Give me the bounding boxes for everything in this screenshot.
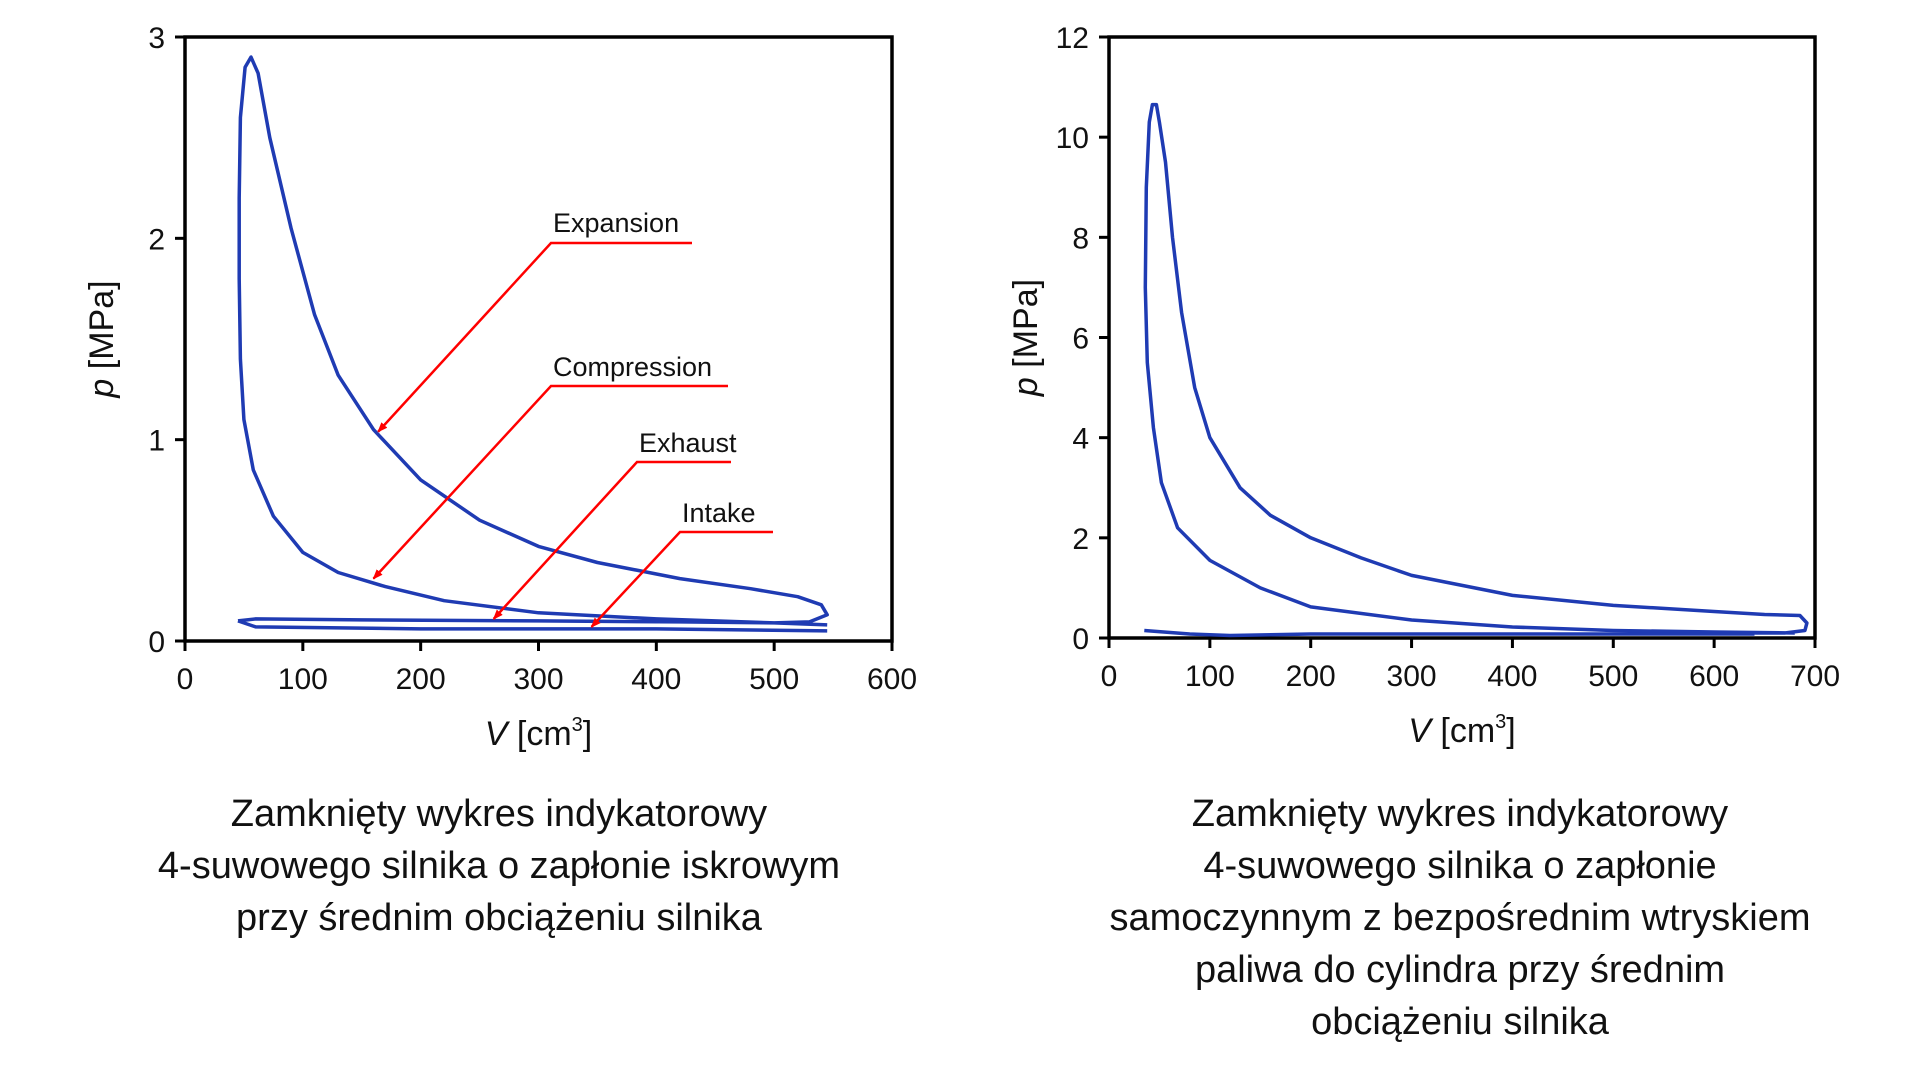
x-label-symbol: V	[485, 715, 511, 753]
pv-cycle-curve	[237, 55, 829, 627]
caption-line: obciążeniu silnika	[1311, 1001, 1609, 1043]
intake-stroke-curve	[1144, 628, 1755, 638]
annotation-label: Intake	[682, 498, 756, 528]
intake-stroke-curve	[237, 619, 828, 633]
caption-line: przy średnim obciążeniu silnika	[236, 897, 762, 939]
annotation-arrow	[378, 241, 692, 432]
x-label-unit: [cm	[1431, 712, 1495, 750]
x-tick-label: 200	[1286, 660, 1336, 693]
y-tick-label: 10	[1056, 122, 1089, 155]
x-tick-label: 100	[1185, 660, 1235, 693]
x-label-bracket: ]	[1506, 712, 1515, 750]
y-label-unit: [MPa]	[1007, 279, 1045, 377]
x-label-superscript: 3	[572, 714, 583, 736]
x-label-bracket: ]	[583, 715, 592, 753]
y-label-symbol: p	[1007, 377, 1045, 397]
plot-frame	[183, 35, 894, 643]
y-tick-label: 4	[1072, 423, 1089, 456]
y-label-unit: [MPa]	[83, 280, 121, 378]
annotation-label: Exhaust	[639, 428, 737, 458]
caption-line: paliwa do cylindra przy średnim	[1194, 949, 1726, 991]
caption-line: samoczynnym z bezpośrednim wtryskiem	[1109, 897, 1811, 939]
x-tick-label: 500	[1588, 660, 1638, 693]
x-tick-label: 600	[867, 663, 917, 696]
x-tick-label: 500	[749, 663, 799, 696]
y-tick-label: 6	[1072, 323, 1089, 356]
y-tick-label: 8	[1072, 222, 1089, 255]
x-tick-label: 0	[177, 663, 194, 696]
x-tick-label: 400	[1487, 660, 1537, 693]
annotation-label: Compression	[553, 352, 712, 382]
x-label-symbol: V	[1408, 712, 1434, 750]
x-tick-label: 100	[278, 663, 328, 696]
x-axis-label: V [cm3]	[1408, 711, 1515, 750]
y-tick-label: 2	[1072, 523, 1089, 556]
y-tick-label: 0	[148, 626, 165, 659]
annotation-arrow	[374, 384, 728, 579]
x-label-superscript: 3	[1495, 711, 1506, 733]
left-chart-caption: Zamknięty wykres indykatorowy 4-suwowego …	[79, 788, 919, 944]
y-tick-label: 12	[1056, 22, 1089, 55]
x-tick-label: 300	[1387, 660, 1437, 693]
plot-frame	[1107, 35, 1817, 640]
x-tick-label: 600	[1689, 660, 1739, 693]
x-tick-label: 400	[631, 663, 681, 696]
y-axis-label: p [MPa]	[83, 280, 121, 398]
x-tick-label: 0	[1101, 660, 1118, 693]
caption-line: Zamknięty wykres indykatorowy	[230, 793, 768, 835]
caption-line: 4-suwowego silnika o zapłonie iskrowym	[157, 845, 841, 887]
y-tick-label: 0	[1072, 623, 1089, 656]
chart-right: 0 100 200 300 400 500 600 700 0 2 4 6 8 10 12 V [cm3] p …	[1007, 22, 1840, 750]
y-label-symbol: p	[83, 379, 121, 399]
caption-line: Zamknięty wykres indykatorowy	[1191, 793, 1729, 835]
x-tick-label: 700	[1790, 660, 1840, 693]
caption-line: 4-suwowego silnika o zapłonie	[1203, 845, 1717, 887]
y-axis-label: p [MPa]	[1007, 279, 1045, 397]
annotation-arrow	[494, 460, 731, 619]
x-tick-label: 300	[513, 663, 563, 696]
annotation-arrow	[592, 530, 773, 627]
annotation-label: Expansion	[553, 208, 679, 238]
right-chart-caption: Zamknięty wykres indykatorowy 4-suwowego …	[1040, 788, 1880, 1048]
y-tick-label: 1	[148, 425, 165, 458]
x-axis-label: V [cm3]	[485, 714, 592, 753]
pv-cycle-curve	[1143, 102, 1809, 635]
x-tick-label: 200	[396, 663, 446, 696]
y-tick-label: 2	[148, 223, 165, 256]
y-tick-label: 3	[148, 22, 165, 55]
x-label-unit: [cm	[507, 715, 571, 753]
